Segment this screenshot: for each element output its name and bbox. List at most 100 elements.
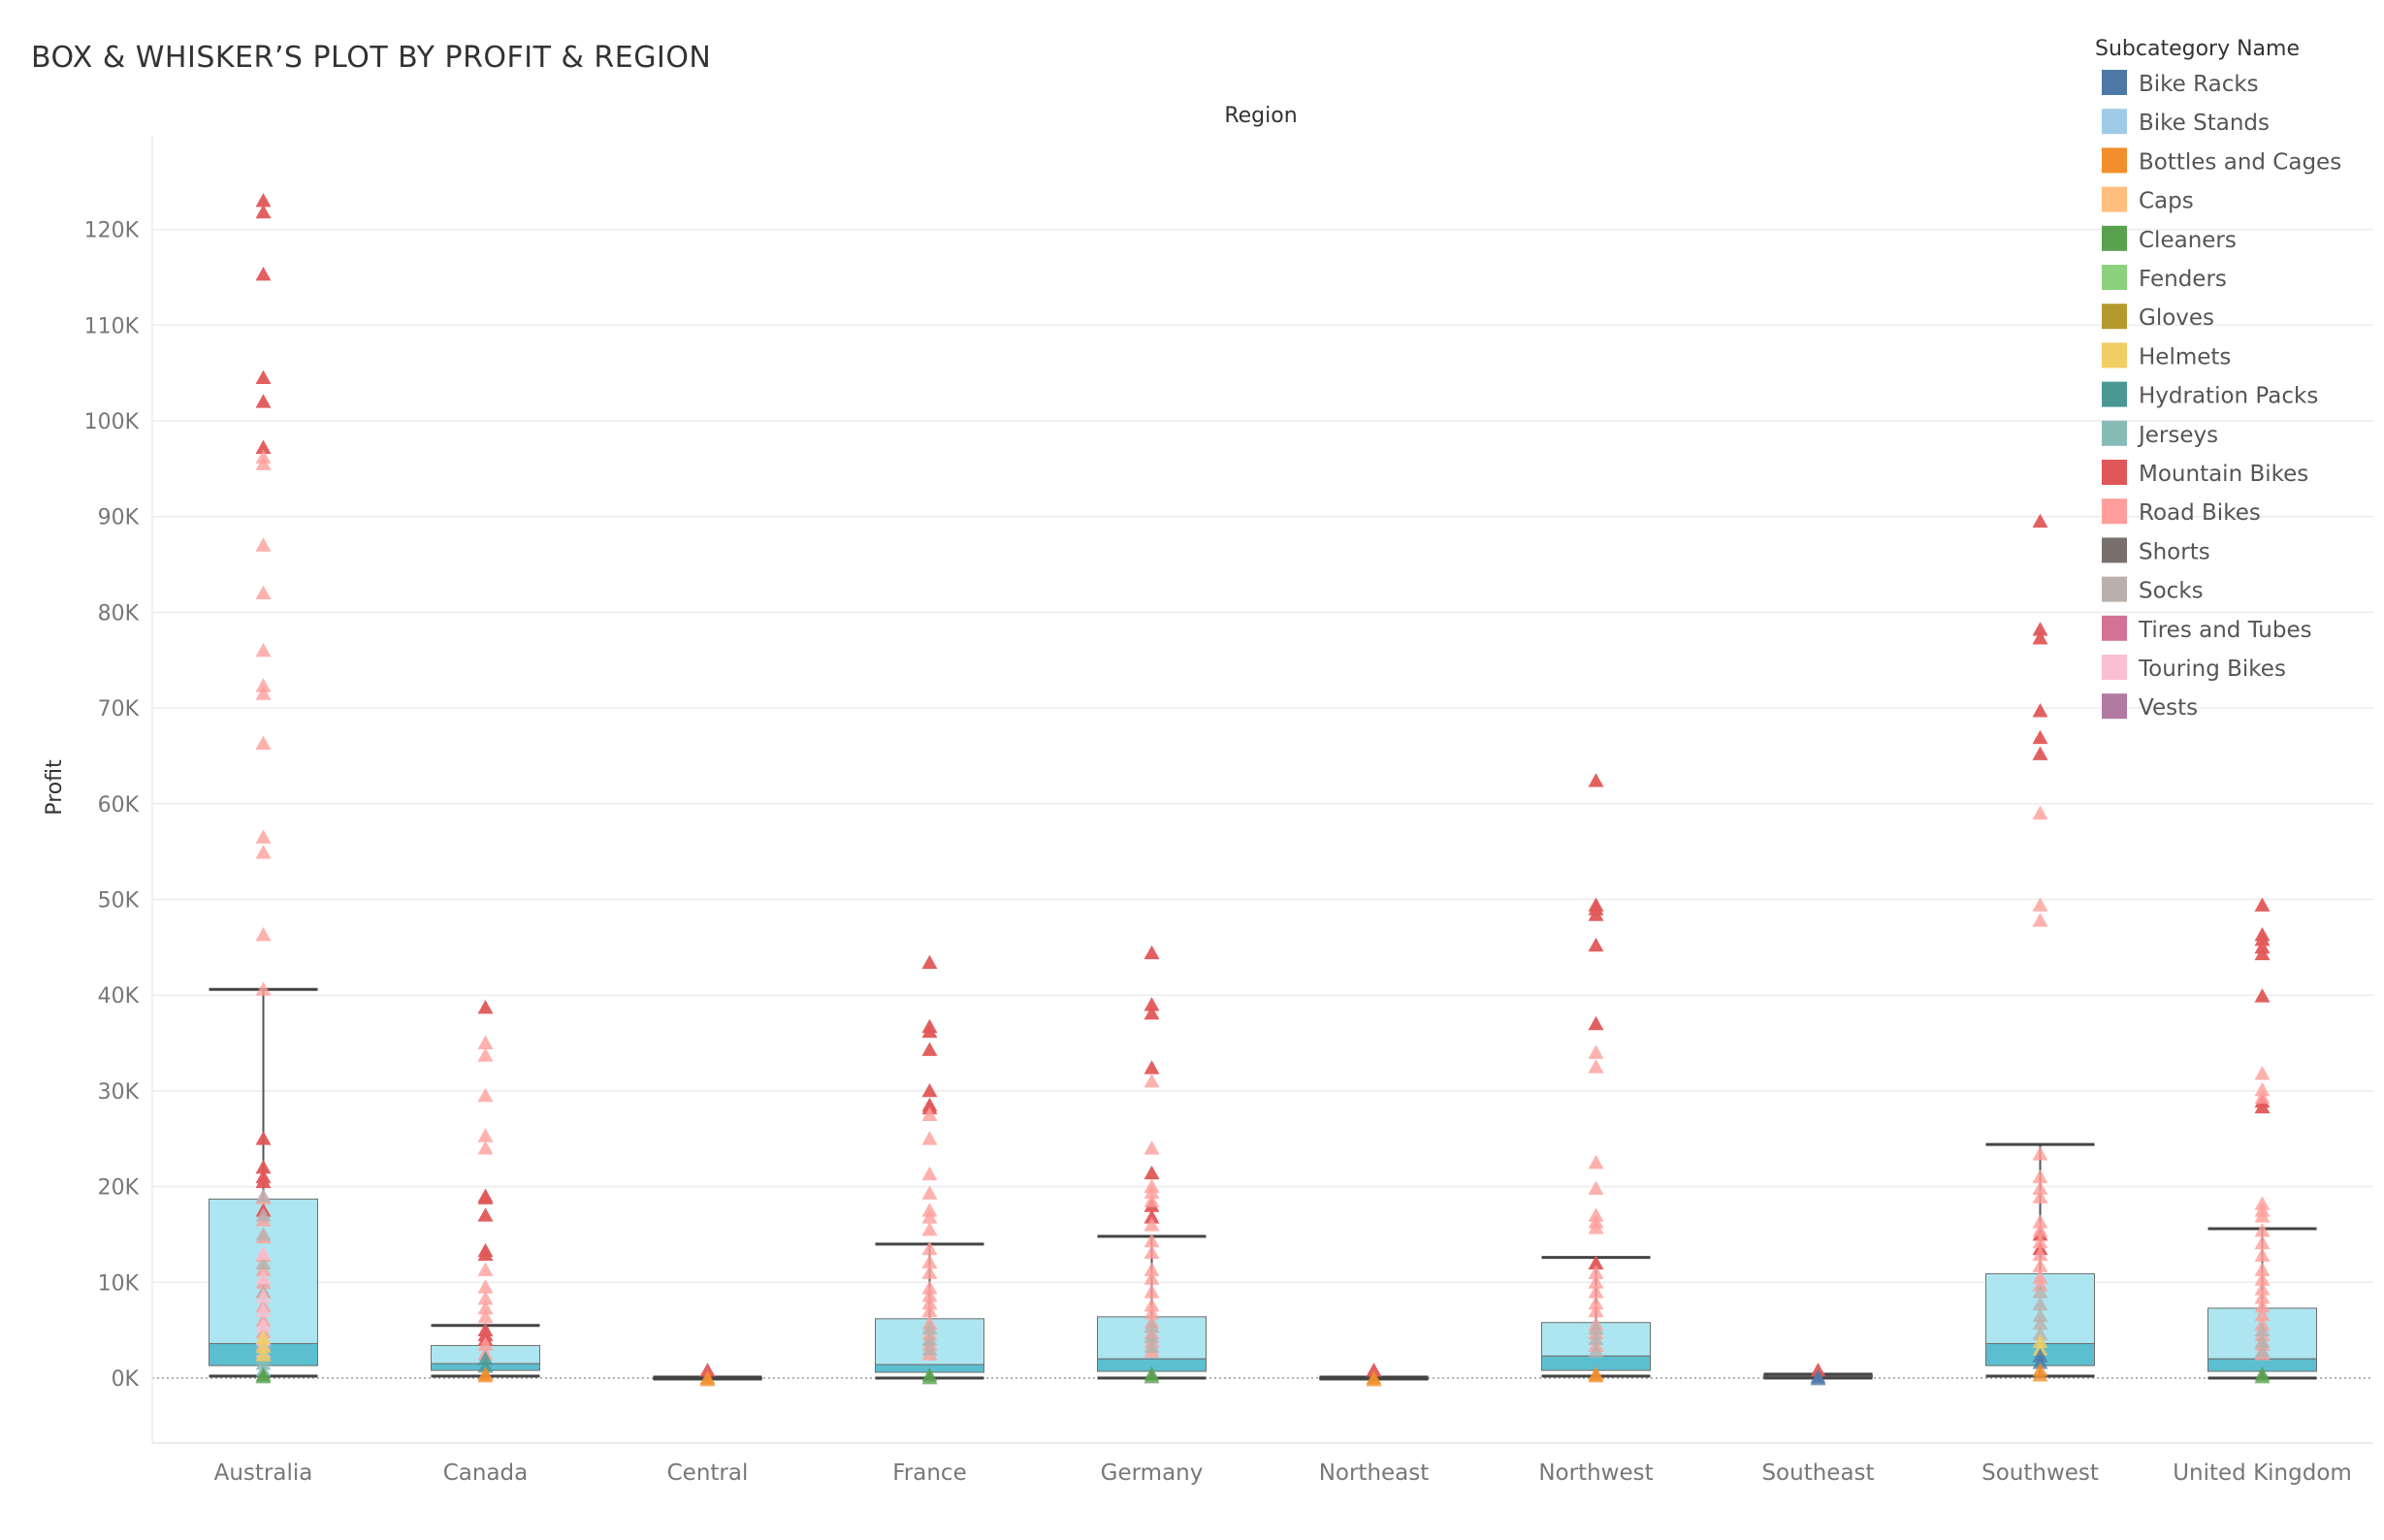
legend-swatch-fenders: [2102, 265, 2127, 290]
point-socks: [2032, 1297, 2048, 1311]
legend-item-socks[interactable]: Socks: [2139, 579, 2204, 604]
point-road-bikes: [2254, 1066, 2271, 1080]
legend-swatch-socks: [2102, 576, 2127, 602]
x-tick-label-northeast: Northeast: [1319, 1460, 1430, 1486]
point-road-bikes: [477, 1279, 494, 1294]
legend-item-touring-bikes[interactable]: Touring Bikes: [2138, 657, 2286, 682]
y-tick-label: 10K: [98, 1271, 140, 1296]
point-road-bikes: [255, 981, 272, 996]
point-mountain-bikes: [1588, 907, 1604, 921]
point-mountain-bikes: [1144, 1209, 1160, 1224]
point-road-bikes: [2032, 1146, 2048, 1161]
point-road-bikes: [1588, 1274, 1604, 1289]
x-tick-label-germany: Germany: [1101, 1460, 1204, 1486]
y-tick-label: 40K: [98, 984, 140, 1009]
point-bottles-and-cages: [699, 1371, 716, 1387]
y-tick-label: 110K: [84, 314, 140, 338]
point-road-bikes: [2254, 1223, 2271, 1237]
point-road-bikes: [255, 686, 272, 700]
legend-swatch-gloves: [2102, 304, 2127, 330]
point-hydration-packs: [477, 1359, 494, 1373]
point-road-bikes: [1144, 1184, 1160, 1199]
point-road-bikes: [255, 456, 272, 470]
point-road-bikes: [2032, 1223, 2048, 1237]
x-tick-label-northwest: Northwest: [1538, 1460, 1653, 1486]
legend-item-helmets[interactable]: Helmets: [2139, 344, 2231, 369]
data-points: [255, 192, 2271, 1387]
legend-item-caps[interactable]: Caps: [2139, 189, 2194, 214]
point-road-bikes: [477, 1308, 494, 1324]
legend-item-fenders[interactable]: Fenders: [2139, 267, 2227, 292]
point-road-bikes: [1144, 1304, 1160, 1320]
point-mountain-bikes: [921, 1023, 938, 1039]
point-road-bikes: [2254, 1271, 2271, 1286]
legend-item-cleaners[interactable]: Cleaners: [2139, 228, 2237, 253]
point-mountain-bikes: [921, 1082, 938, 1098]
legend-item-bottles-and-cages[interactable]: Bottles and Cages: [2139, 149, 2341, 175]
point-road-bikes: [921, 1166, 938, 1181]
point-socks: [2032, 1326, 2048, 1340]
legend-item-road-bikes[interactable]: Road Bikes: [2139, 500, 2261, 526]
point-mountain-bikes: [1588, 937, 1604, 952]
point-bike-racks: [2032, 1355, 2048, 1369]
legend-item-shorts[interactable]: Shorts: [2139, 539, 2210, 564]
point-road-bikes: [1588, 1296, 1604, 1310]
point-road-bikes: [255, 735, 272, 751]
legend-item-tires-and-tubes[interactable]: Tires and Tubes: [2138, 618, 2312, 643]
y-axis-title: Profit: [43, 759, 67, 816]
point-mountain-bikes: [255, 394, 272, 408]
legend-swatch-bike-racks: [2102, 70, 2127, 95]
y-tick-label: 70K: [98, 697, 140, 722]
legend-item-vests[interactable]: Vests: [2139, 695, 2198, 721]
point-socks: [1144, 1329, 1160, 1343]
chart-title: BOX & WHISKER’S PLOT BY PROFIT & REGION: [31, 41, 711, 75]
point-road-bikes: [921, 1288, 938, 1302]
point-road-bikes: [477, 1140, 494, 1155]
point-socks: [255, 1188, 272, 1203]
point-mountain-bikes: [921, 954, 938, 970]
point-road-bikes: [2254, 1081, 2271, 1097]
point-road-bikes: [1588, 1044, 1604, 1059]
legend-item-mountain-bikes[interactable]: Mountain Bikes: [2139, 462, 2308, 487]
point-road-bikes: [921, 1280, 938, 1295]
point-mountain-bikes: [477, 1207, 494, 1222]
point-socks: [255, 1226, 272, 1241]
point-mountain-bikes: [255, 204, 272, 219]
point-mountain-bikes: [255, 439, 272, 455]
point-road-bikes: [477, 1087, 494, 1103]
point-road-bikes: [1144, 1233, 1160, 1248]
point-mountain-bikes: [1588, 1015, 1604, 1031]
y-tick-label: 80K: [98, 601, 140, 626]
point-road-bikes: [477, 1336, 494, 1351]
point-road-bikes: [477, 1035, 494, 1049]
x-tick-label-central: Central: [667, 1460, 749, 1486]
gridlines: [152, 228, 2373, 1379]
point-road-bikes: [1144, 1140, 1160, 1155]
point-socks: [921, 1320, 938, 1335]
legend-swatch-mountain-bikes: [2102, 460, 2127, 485]
legend-item-jerseys[interactable]: Jerseys: [2137, 423, 2218, 448]
point-mountain-bikes: [2032, 746, 2048, 760]
point-mountain-bikes: [1144, 945, 1160, 960]
legend-swatch-road-bikes: [2102, 498, 2127, 525]
point-mountain-bikes: [1144, 1005, 1160, 1020]
point-road-bikes: [921, 1265, 938, 1279]
point-road-bikes: [2032, 913, 2048, 927]
point-road-bikes: [255, 642, 272, 658]
legend-item-hydration-packs[interactable]: Hydration Packs: [2139, 384, 2318, 409]
legend-item-gloves[interactable]: Gloves: [2139, 305, 2214, 331]
point-road-bikes: [1144, 1262, 1160, 1276]
point-road-bikes: [921, 1240, 938, 1256]
point-socks: [2254, 1333, 2271, 1348]
point-helmets: [255, 1347, 272, 1362]
point-touring-bikes: [255, 1289, 272, 1303]
legend-item-bike-racks[interactable]: Bike Racks: [2139, 72, 2259, 97]
point-road-bikes: [921, 1254, 938, 1268]
point-mountain-bikes: [2032, 513, 2048, 529]
point-road-bikes: [2032, 1258, 2048, 1272]
legend-item-bike-stands[interactable]: Bike Stands: [2139, 111, 2270, 136]
point-mountain-bikes: [1144, 1165, 1160, 1180]
point-mountain-bikes: [2254, 1099, 2271, 1114]
point-road-bikes: [255, 537, 272, 552]
point-road-bikes: [2032, 897, 2048, 912]
